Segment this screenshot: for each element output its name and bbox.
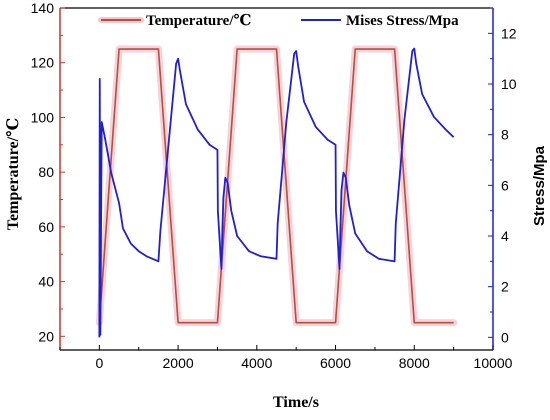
legend-temperature: Temperature/℃ <box>98 13 251 29</box>
temperature-series-line <box>98 48 454 324</box>
y-right-tick-label: 10 <box>501 76 517 92</box>
x-tick-label: 8000 <box>399 355 430 371</box>
y-right-tick-label: 6 <box>501 177 509 193</box>
x-tick-label: 0 <box>95 355 103 371</box>
plot-frame-layer <box>59 7 494 351</box>
y-axis-right-title: Stress/Mpa <box>531 145 548 226</box>
y-left-tick-label: 60 <box>38 219 54 235</box>
y-left-tick-label: 140 <box>31 0 55 16</box>
y-right-tick-label: 12 <box>501 25 517 41</box>
y-right-tick-label: 4 <box>501 228 509 244</box>
x-tick-label: 10000 <box>474 355 513 371</box>
stress-series-line <box>98 47 455 338</box>
y-axis-left-title: Temperature/℃ <box>5 118 22 231</box>
y-right-tick-label: 2 <box>501 279 509 295</box>
legend-stress: Mises Stress/Mpa <box>301 13 459 29</box>
y-left-tick-label: 20 <box>38 328 54 344</box>
legend-temperature-label: Temperature/℃ <box>146 13 251 29</box>
y-left-tick-label: 80 <box>38 164 54 180</box>
x-tick-label: 2000 <box>163 355 194 371</box>
y-right-tick-label: 0 <box>501 329 509 345</box>
legend-stress-label: Mises Stress/Mpa <box>346 13 459 29</box>
x-axis-title: Time/s <box>273 394 319 411</box>
axis-layer: 0 2000 4000 6000 8000 10000 20 40 60 80 100 120 140 0… <box>31 0 517 371</box>
x-tick-label: 4000 <box>241 355 272 371</box>
temperature-series-glow <box>95 45 458 327</box>
y-left-tick-label: 100 <box>31 109 55 125</box>
y-left-tick-label: 120 <box>31 55 55 71</box>
y-left-tick-label: 40 <box>38 274 54 290</box>
legend: Temperature/℃ Mises Stress/Mpa <box>98 13 459 29</box>
y-right-tick-label: 8 <box>501 127 509 143</box>
series-layer <box>95 45 458 338</box>
x-tick-label: 6000 <box>320 355 351 371</box>
